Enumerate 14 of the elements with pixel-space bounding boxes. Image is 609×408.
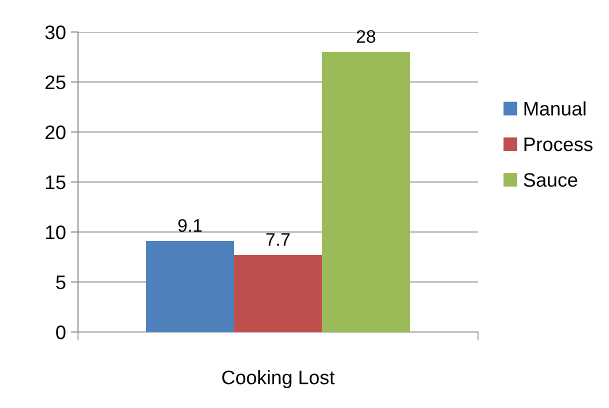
y-tick-label: 20: [46, 125, 66, 140]
y-tick-label: 25: [46, 75, 66, 90]
y-tick-label: 5: [56, 276, 66, 290]
legend-label: Process: [524, 138, 592, 152]
y-tick-label: 0: [56, 325, 66, 340]
legend-label: Manual: [524, 101, 586, 116]
y-tick-label: 15: [46, 176, 66, 190]
data-label: 9.1: [178, 219, 202, 232]
y-tick-label: 10: [46, 225, 66, 240]
legend-label: Sauce: [524, 173, 578, 187]
data-label: 7.7: [266, 233, 290, 246]
x-axis-title: Cooking Lost: [222, 370, 335, 388]
data-label: 28: [356, 30, 376, 43]
y-tick-label: 30: [45, 25, 66, 40]
